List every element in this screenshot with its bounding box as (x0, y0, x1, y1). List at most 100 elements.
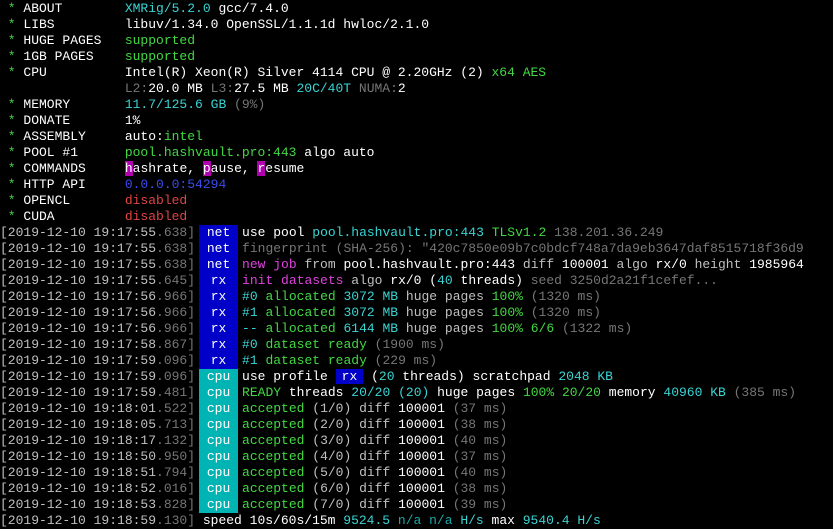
log-tag-rx: rx (199, 337, 239, 353)
log-message: threads (281, 385, 352, 400)
log-tag-rx: rx (199, 273, 239, 289)
log-message: accepted (242, 449, 305, 464)
log-timestamp-ms: .950] (156, 449, 196, 464)
info-key: CUDA (23, 209, 125, 224)
info-value: 27.5 MB (234, 81, 289, 96)
log-message: (1900 ms) (366, 337, 445, 352)
log-message: accepted (242, 465, 305, 480)
info-key: HUGE PAGES (23, 33, 125, 48)
log-message: diff (351, 481, 399, 496)
log-message: memory (600, 385, 664, 400)
log-message: accepted (242, 433, 305, 448)
info-value: 20.0 MB (148, 81, 203, 96)
info-value: intel (163, 129, 203, 144)
log-message: from (296, 257, 344, 272)
info-value: L3: (202, 81, 235, 96)
info-value: ashrate, (132, 161, 203, 176)
log-timestamp-ms: .130] (156, 513, 196, 528)
info-key: ASSEMBLY (23, 129, 125, 144)
info-line: * DONATE 1% (0, 113, 804, 129)
log-line: [2019-12-10 19:17:59.481] cpu READY thread… (0, 385, 804, 401)
log-message: scratchpad (464, 369, 559, 384)
info-value: ause, (210, 161, 258, 176)
log-message: allocated (257, 289, 344, 304)
log-message: (38 ms) (444, 481, 508, 496)
log-timestamp: [2019-12-10 19:18:59 (0, 513, 157, 528)
info-key: LIBS (23, 17, 125, 32)
log-message: #1 (242, 353, 258, 368)
log-message: diff (351, 449, 399, 464)
info-value: 20C/40T (288, 81, 352, 96)
log-message: (5/0) (304, 465, 352, 480)
info-line: L2:20.0 MB L3:27.5 MB 20C/40T NUMA:2 (0, 81, 804, 97)
log-message: use profile (242, 369, 336, 384)
info-value: h (124, 161, 133, 176)
log-timestamp-ms: .132] (156, 433, 196, 448)
log-message: (40 ms) (444, 465, 508, 480)
info-value: (9%) (226, 97, 266, 112)
log-message: ( (421, 273, 438, 288)
log-message: 9540.4 H/s (522, 513, 601, 528)
info-line: * LIBS libuv/1.34.0 OpenSSL/1.1.1d hwloc… (0, 17, 804, 33)
log-tag-cpu: cpu (199, 497, 239, 513)
info-value: 1% (124, 113, 141, 128)
log-timestamp: [2019-12-10 19:17:59 (0, 353, 157, 368)
log-message: (40 ms) (444, 433, 508, 448)
log-timestamp: [2019-12-10 19:18:51 (0, 465, 157, 480)
info-value: 11.7/125.6 GB (124, 97, 227, 112)
log-message: (3/0) (304, 433, 352, 448)
info-key: HTTP API (23, 177, 125, 192)
log-message: ( (363, 369, 379, 384)
log-timestamp-ms: .828] (156, 497, 196, 512)
log-timestamp: [2019-12-10 19:18:50 (0, 449, 157, 464)
log-timestamp-ms: .645] (156, 273, 196, 288)
log-line: [2019-12-10 19:18:01.522] cpu accepted (1/… (0, 401, 804, 417)
log-message: max (483, 513, 523, 528)
log-message: 100% (491, 321, 523, 336)
info-key: 1GB PAGES (23, 49, 125, 64)
log-line: [2019-12-10 19:18:51.794] cpu accepted (5/… (0, 465, 804, 481)
bullet-icon: * (0, 49, 24, 64)
info-value: algo auto (296, 145, 375, 160)
log-message: 6/6 (522, 321, 555, 336)
bullet-icon: * (0, 1, 24, 16)
log-tag-rx: rx (199, 305, 239, 321)
log-message: (20) (390, 385, 430, 400)
log-message: huge pages (398, 289, 492, 304)
log-timestamp-ms: .096] (156, 353, 196, 368)
log-message: (37 ms) (444, 401, 508, 416)
log-message: (38 ms) (444, 417, 508, 432)
info-line: * HTTP API 0.0.0.0:54294 (0, 177, 804, 193)
log-message: H/s (452, 513, 484, 528)
log-tag-net: net (199, 241, 239, 257)
log-message: 100001 (398, 449, 445, 464)
log-timestamp: [2019-12-10 19:18:17 (0, 433, 157, 448)
log-message: huge pages (398, 321, 492, 336)
log-message: 3072 MB (343, 305, 399, 320)
info-key: POOL #1 (23, 145, 125, 160)
log-message: 100001 (398, 401, 445, 416)
bullet-icon: * (0, 129, 24, 144)
log-line: [2019-12-10 19:17:55.638] net fingerprint … (0, 241, 804, 257)
info-key: MEMORY (23, 97, 125, 112)
info-value: esume (265, 161, 305, 176)
info-value: supported (124, 49, 196, 64)
log-timestamp-ms: .016] (156, 481, 196, 496)
log-timestamp-ms: .794] (156, 465, 196, 480)
bullet-icon: * (0, 193, 24, 208)
log-line: [2019-12-10 19:17:58.867] rx #0 dataset re… (0, 337, 804, 353)
log-timestamp: [2019-12-10 19:18:53 (0, 497, 157, 512)
info-line: * COMMANDS hashrate, pause, resume (0, 161, 804, 177)
log-timestamp-ms: .966] (156, 289, 196, 304)
log-tag-cpu: cpu (199, 465, 239, 481)
log-message: (229 ms) (366, 353, 438, 368)
info-line: * ASSEMBLY auto:intel (0, 129, 804, 145)
log-timestamp: [2019-12-10 19:17:55 (0, 241, 157, 256)
log-message: (2/0) (304, 417, 352, 432)
info-key: CPU (23, 65, 125, 80)
info-key: OPENCL (23, 193, 125, 208)
log-message: accepted (242, 497, 305, 512)
log-line: [2019-12-10 19:17:56.966] rx -- allocated … (0, 321, 804, 337)
log-line: [2019-12-10 19:17:59.096] rx #1 dataset re… (0, 353, 804, 369)
log-message: allocated (257, 321, 344, 336)
